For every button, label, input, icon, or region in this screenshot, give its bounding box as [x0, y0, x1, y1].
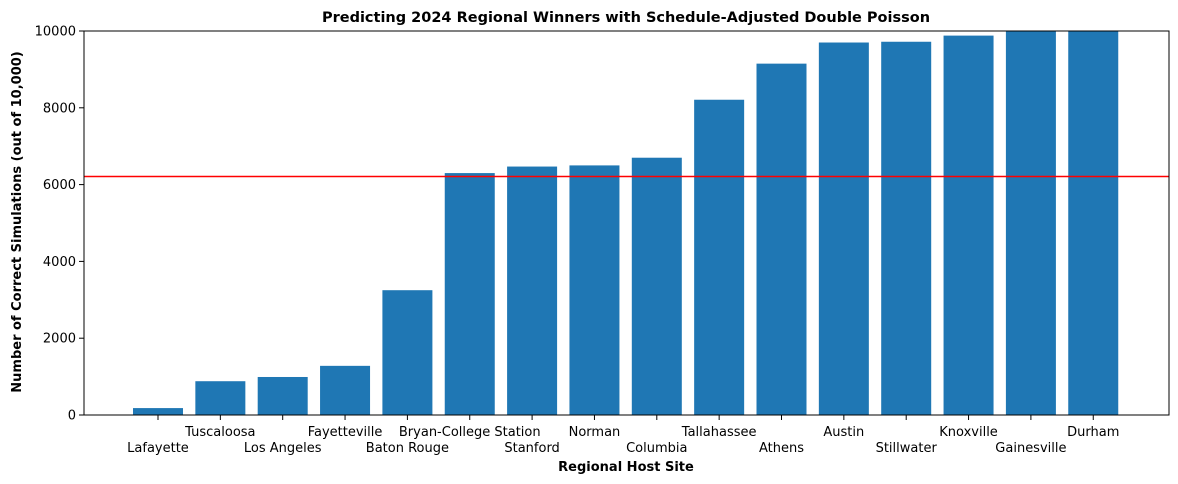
- x-tick-label: Lafayette: [127, 441, 189, 456]
- y-tick-label: 0: [68, 409, 76, 424]
- bar-norman: [569, 165, 620, 415]
- x-tick-label: Los Angeles: [244, 441, 322, 456]
- x-tick-label: Columbia: [626, 441, 687, 456]
- bar-tallahassee: [694, 99, 745, 416]
- plot-frame: [83, 30, 1170, 416]
- x-tick-label: Athens: [759, 441, 804, 456]
- bars-group: [133, 31, 1119, 416]
- x-tick-label: Tallahassee: [681, 425, 757, 440]
- x-tick-label: Fayetteville: [308, 425, 383, 440]
- x-tick-label: Baton Rouge: [366, 441, 449, 456]
- bar-tuscaloosa: [195, 381, 246, 415]
- bar-los-angeles: [257, 376, 308, 415]
- chart-title: Predicting 2024 Regional Winners with Sc…: [322, 10, 930, 26]
- bar-baton-rouge: [382, 290, 433, 415]
- x-tick-label: Durham: [1067, 425, 1119, 440]
- y-axis-label: Number of Correct Simulations (out of 10…: [10, 51, 25, 392]
- x-tick-label: Stanford: [504, 441, 559, 456]
- bar-austin: [818, 42, 869, 416]
- x-tick-label: Knoxville: [939, 425, 998, 440]
- bar-athens: [756, 63, 807, 415]
- y-tick-label: 6000: [43, 178, 76, 193]
- x-tick-label: Tuscaloosa: [184, 425, 255, 440]
- bar-knoxville: [943, 35, 994, 415]
- x-tick-label: Norman: [569, 425, 621, 440]
- bar-durham: [1068, 31, 1119, 415]
- y-tick-label: 4000: [43, 255, 76, 270]
- bar-fayetteville: [320, 365, 371, 415]
- x-tick-label: Gainesville: [995, 441, 1066, 456]
- x-tick-label: Bryan-College Station: [399, 425, 541, 440]
- x-axis-label: Regional Host Site: [558, 460, 694, 475]
- bar-columbia: [631, 157, 682, 415]
- bar-gainesville: [1005, 31, 1056, 415]
- bar-stillwater: [881, 41, 932, 415]
- y-tick-label: 2000: [43, 332, 76, 347]
- x-tick-label: Stillwater: [876, 441, 938, 456]
- y-tick-label: 8000: [43, 101, 76, 116]
- bar-bryan-college-station: [444, 173, 495, 415]
- y-axis-ticks: 0 2000 4000 6000 8000 10000: [35, 25, 84, 424]
- bar-lafayette: [133, 408, 183, 415]
- bar-stanford: [507, 166, 558, 415]
- y-tick-label: 10000: [35, 25, 76, 40]
- x-tick-label: Austin: [823, 425, 864, 440]
